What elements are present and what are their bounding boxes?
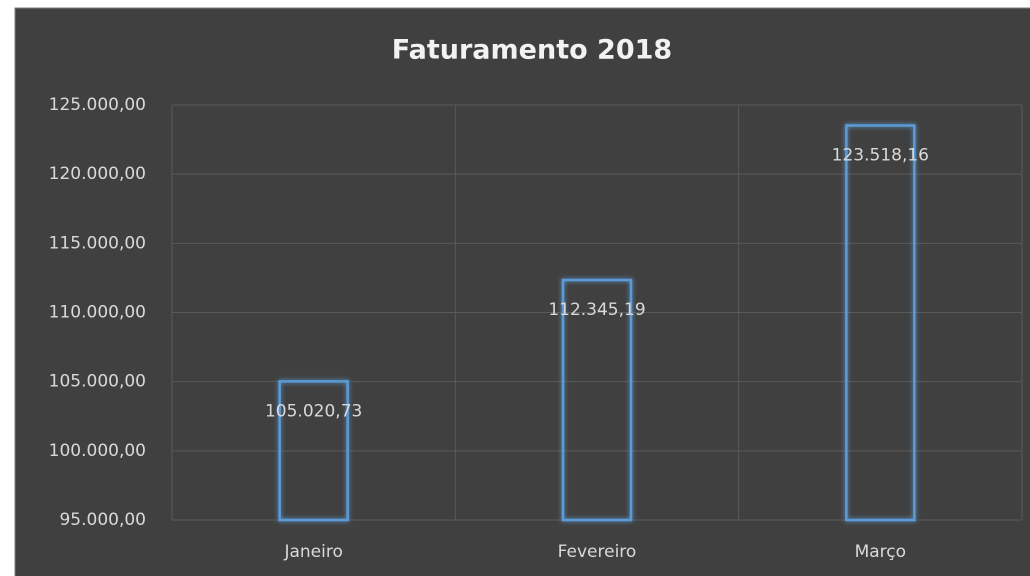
- y-tick-label: 125.000,00: [49, 95, 146, 115]
- x-tick-label: Fevereiro: [558, 542, 637, 562]
- bar: [278, 380, 349, 522]
- y-tick-label: 95.000,00: [59, 510, 146, 530]
- y-tick-label: 120.000,00: [49, 164, 146, 184]
- chart-area: [14, 7, 1030, 576]
- data-label: 105.020,73: [265, 401, 362, 421]
- chart-title: Faturamento 2018: [392, 35, 672, 66]
- y-tick-label: 100.000,00: [49, 441, 146, 461]
- x-tick-label: Janeiro: [283, 542, 342, 562]
- y-tick-label: 110.000,00: [49, 303, 146, 323]
- data-label: 123.518,16: [832, 145, 929, 165]
- bar: [845, 124, 916, 522]
- y-tick-label: 115.000,00: [49, 233, 146, 253]
- x-tick-label: Março: [855, 542, 906, 562]
- y-tick-label: 105.000,00: [49, 372, 146, 392]
- bar: [561, 278, 633, 522]
- data-label: 112.345,19: [548, 300, 645, 320]
